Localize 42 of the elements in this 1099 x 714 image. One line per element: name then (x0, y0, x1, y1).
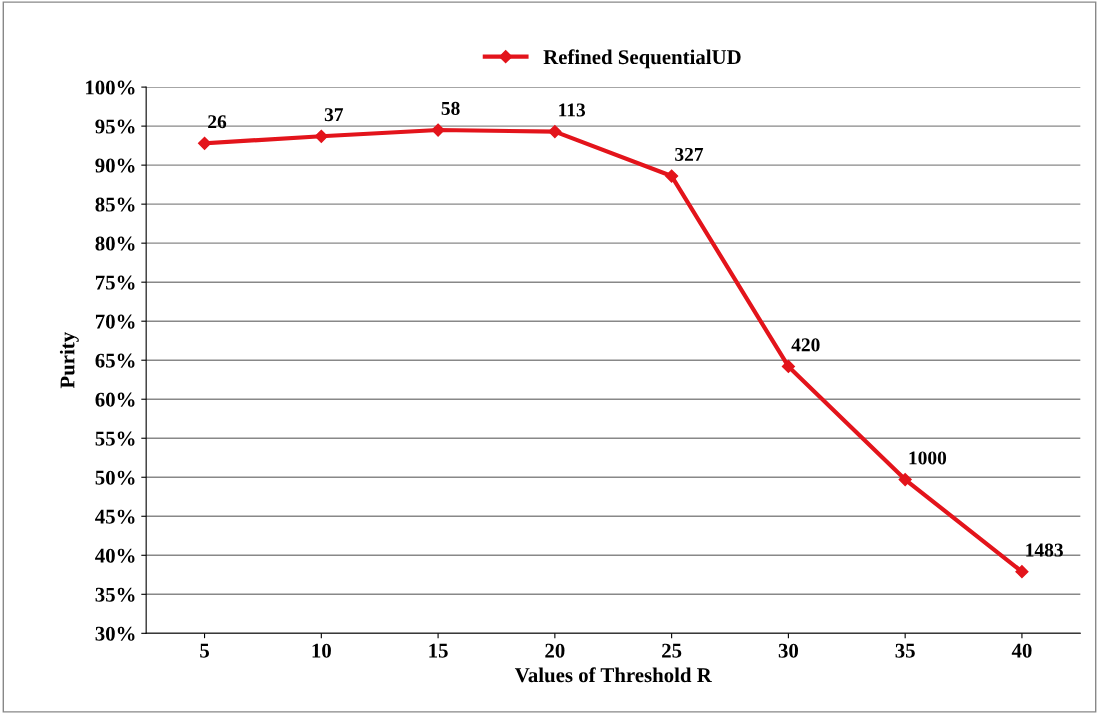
y-tick-label: 95% (95, 119, 135, 134)
x-tick-label: 15 (429, 643, 448, 658)
y-axis-title: Purity (59, 332, 79, 389)
x-tick-label: 10 (312, 643, 331, 658)
annotation: 1483 (1026, 543, 1063, 557)
point (314, 129, 328, 143)
annotation: 37 (324, 108, 344, 122)
annotation: 58 (441, 101, 460, 115)
x-tick-label: 20 (545, 643, 565, 658)
y-tick-label: 75% (95, 275, 135, 290)
y-tick-label: 35% (95, 587, 135, 602)
point (665, 169, 679, 183)
y-tick-label: 40% (95, 548, 135, 563)
y-tick-label: 60% (95, 392, 135, 407)
x-tick-label: 40 (1011, 643, 1032, 658)
y-tick-label: 30% (95, 626, 135, 641)
point (197, 136, 212, 150)
y-tick-label: 50% (95, 470, 135, 485)
y-tick-label: 55% (95, 431, 135, 446)
x-tick-label: 35 (895, 643, 915, 658)
x-tick-label: 5 (200, 643, 209, 658)
y-tick-label: 80% (95, 236, 135, 251)
point (1015, 565, 1029, 579)
annotation: 327 (675, 147, 704, 161)
point (898, 473, 912, 487)
legend-label: Refined SequentialUD (543, 49, 741, 69)
point (431, 123, 445, 137)
annotation: 1000 (909, 451, 947, 465)
point (781, 359, 795, 374)
y-tick-label: 85% (95, 197, 135, 212)
point (548, 124, 562, 139)
x-tick-label: 30 (778, 643, 799, 658)
annotation: 420 (791, 338, 820, 352)
y-tick-label: 90% (95, 158, 135, 173)
x-axis-title: Values of Threshold R (514, 667, 712, 683)
annotation: 26 (208, 115, 227, 129)
y-tick-label: 65% (95, 353, 135, 368)
annotation: 113 (559, 103, 586, 117)
y-tick-label: 70% (95, 314, 135, 329)
y-tick-label: 100% (86, 80, 135, 95)
y-tick-label: 45% (95, 509, 135, 524)
x-tick-label: 25 (662, 643, 682, 658)
